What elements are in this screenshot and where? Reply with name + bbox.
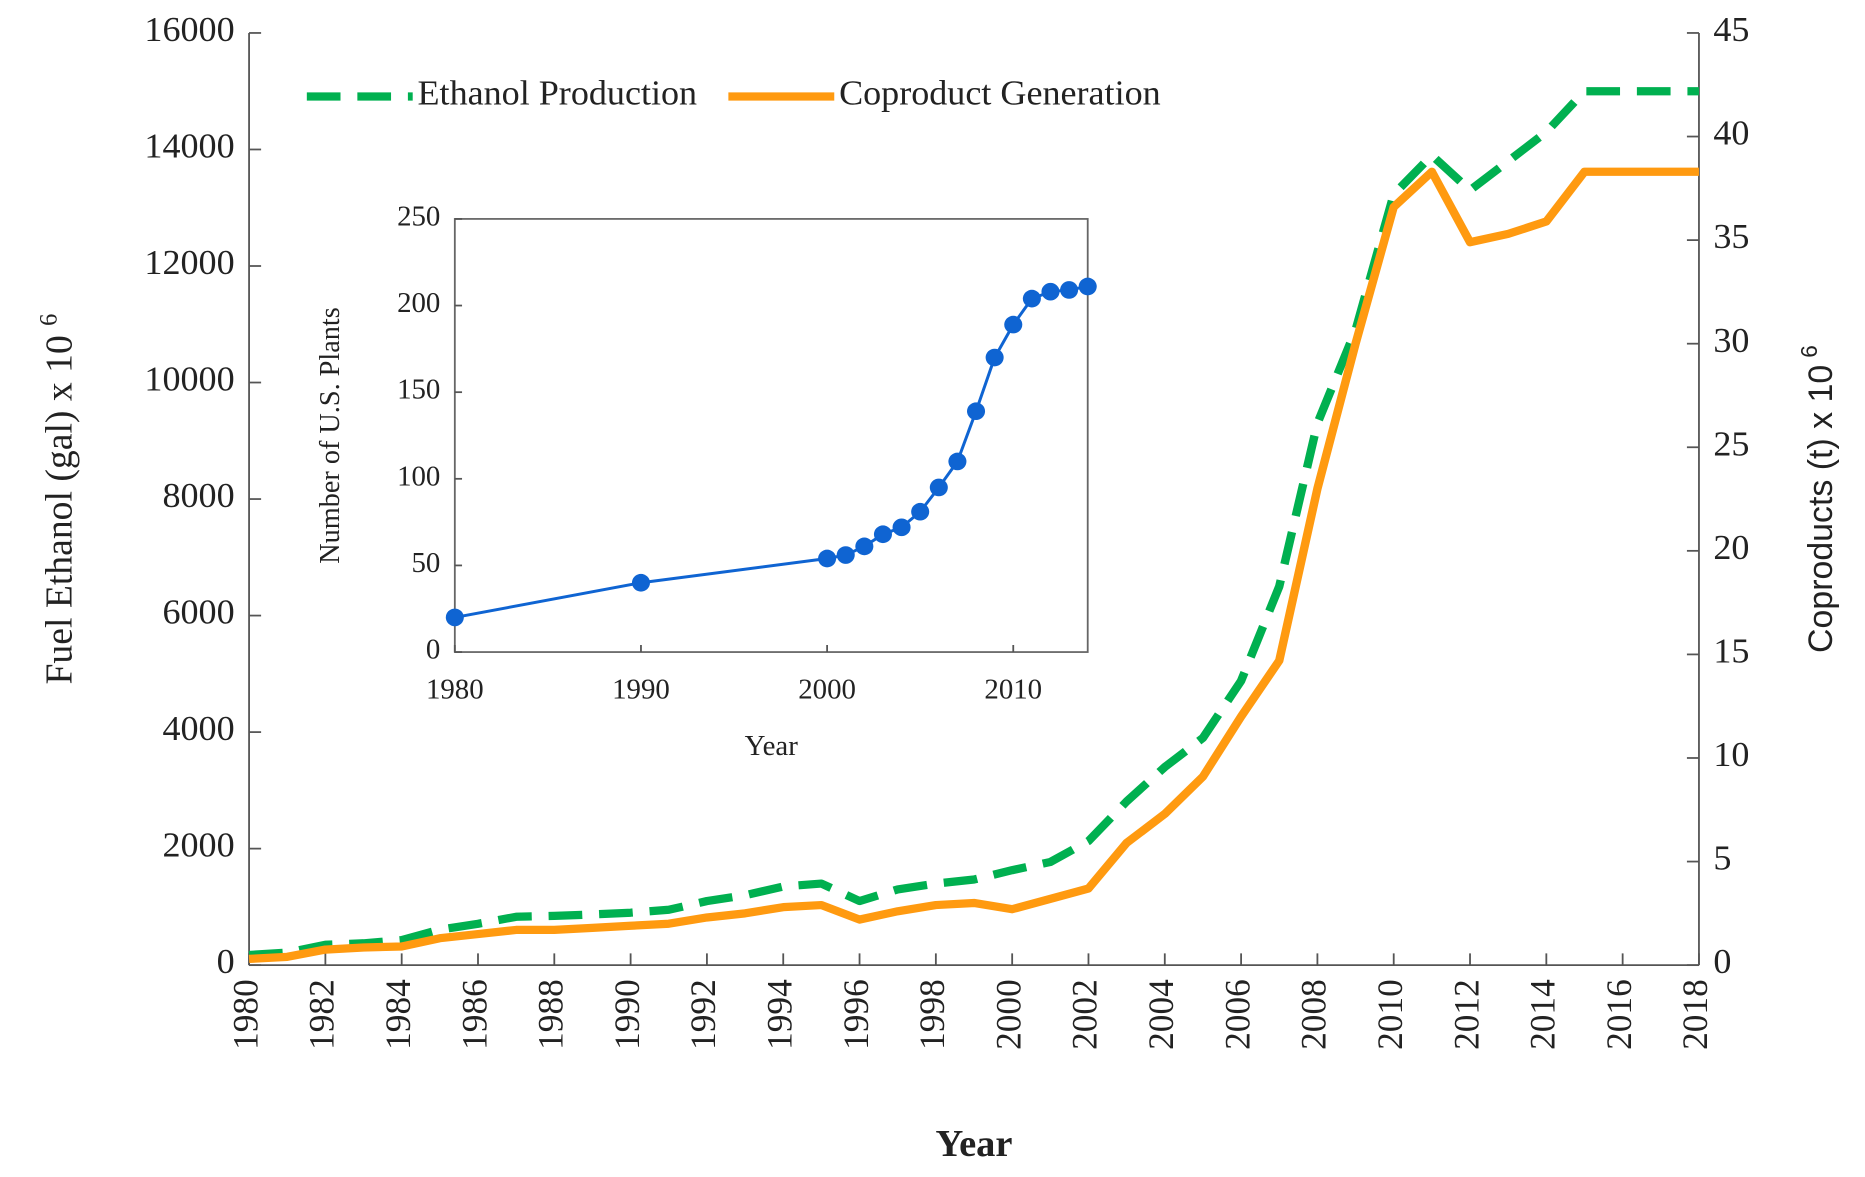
data-point: [1078, 277, 1097, 296]
data-point: [873, 525, 892, 544]
x-tick-label: 1998: [912, 979, 952, 1050]
x-tick-label: 2006: [1217, 979, 1257, 1050]
y2-tick-label: 0: [1713, 942, 1731, 982]
y-tick-label: 0: [217, 942, 235, 982]
y2-tick-label: 15: [1713, 631, 1749, 671]
y-axis-title-text: Number of U.S. Plants: [314, 307, 345, 563]
data-line: [454, 285, 1088, 619]
data-point: [911, 502, 930, 521]
y-axis-title: Number of U.S. Plants: [314, 307, 345, 563]
y-tick-label: 0: [426, 635, 440, 666]
data-point: [1041, 282, 1060, 301]
x-tick-label: 2010: [984, 675, 1042, 706]
x-tick-label: 1982: [301, 979, 341, 1050]
y2-tick-label: 10: [1713, 734, 1749, 774]
data-point: [948, 452, 967, 471]
x-tick-label: 2008: [1293, 979, 1333, 1050]
x-tick-label: 1986: [454, 979, 494, 1050]
y-tick-label: 10000: [144, 359, 234, 399]
legend-label: Coproduct Generation: [839, 73, 1161, 113]
y-tick-label: 6000: [162, 592, 234, 632]
y-tick-label: 100: [397, 462, 440, 493]
x-tick-label: 1980: [426, 675, 484, 706]
x-tick-label: 1990: [607, 979, 647, 1050]
x-tick-label: 2018: [1675, 979, 1715, 1050]
data-point: [445, 608, 464, 627]
y-tick-label: 200: [397, 288, 440, 319]
y-tick-label: 50: [412, 548, 441, 579]
x-tick-label: 2010: [1370, 979, 1410, 1050]
y-tick-label: 150: [397, 375, 440, 406]
y-tick-label: 2000: [162, 825, 234, 865]
data-point: [967, 402, 986, 421]
x-tick-label: 2012: [1446, 979, 1486, 1050]
y-tick-label: 16000: [144, 9, 234, 49]
y-tick-label: 250: [397, 202, 440, 233]
y2-tick-label: 30: [1713, 320, 1749, 360]
x-axis-title: Year: [936, 1124, 1013, 1166]
data-point: [855, 537, 874, 556]
x-tick-label: 2016: [1599, 979, 1639, 1050]
x-tick-label: 1990: [612, 675, 670, 706]
x-tick-label: 2000: [798, 675, 856, 706]
data-line: [248, 167, 1699, 964]
data-point: [818, 549, 837, 568]
y2-tick-label: 35: [1713, 217, 1749, 257]
y-tick-label: 8000: [162, 475, 234, 515]
y-tick-label: 14000: [144, 126, 234, 166]
y-axis-title-exponent: 6: [35, 314, 62, 326]
x-axis-title: Year: [745, 731, 799, 762]
data-point: [892, 518, 911, 537]
y2-tick-label: 5: [1713, 838, 1731, 878]
y2-tick-label: 25: [1713, 424, 1749, 464]
y-tick-label: 12000: [144, 242, 234, 282]
y2-tick-label: 45: [1713, 9, 1749, 49]
data-point: [929, 478, 948, 497]
data-point: [1022, 289, 1041, 308]
x-tick-label: 2014: [1522, 979, 1562, 1050]
x-tick-label: 1984: [378, 979, 418, 1050]
y2-tick-label: 40: [1713, 113, 1749, 153]
data-point: [836, 546, 855, 564]
y2-tick-label: 20: [1713, 527, 1749, 567]
x-tick-label: 1994: [759, 979, 799, 1050]
x-tick-label: 1992: [683, 979, 723, 1050]
x-tick-label: 2004: [1141, 979, 1181, 1050]
x-tick-label: 1988: [530, 979, 570, 1050]
x-tick-label: 2002: [1064, 979, 1104, 1050]
y2-axis-title-text: Coproducts (t) x 10: [1802, 365, 1840, 653]
x-tick-label: 1980: [225, 979, 265, 1050]
x-tick-label: 2000: [988, 979, 1028, 1050]
data-point: [1060, 281, 1079, 299]
data-point: [1004, 315, 1023, 334]
plot-frame: [453, 218, 1089, 653]
x-tick-label: 1996: [835, 979, 875, 1050]
y2-axis-title-exponent: 6: [1796, 345, 1822, 358]
data-line: [248, 87, 1699, 960]
y-tick-label: 4000: [162, 709, 234, 749]
data-point: [985, 348, 1004, 367]
y-axis-title-text: Fuel Ethanol (gal) x 10: [38, 335, 80, 684]
y2-axis-title: Coproducts (t) x 10 6: [1796, 345, 1840, 653]
y-axis-title: Fuel Ethanol (gal) x 10 6: [35, 314, 80, 685]
data-point: [631, 573, 650, 592]
legend-label: Ethanol Production: [418, 73, 698, 113]
